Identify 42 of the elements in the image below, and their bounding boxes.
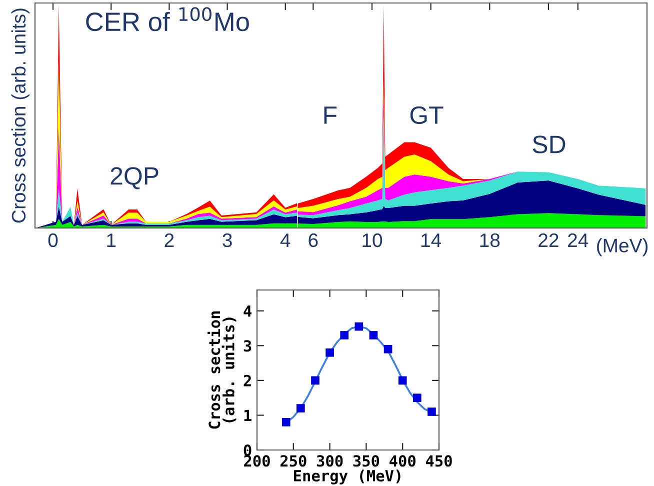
x-tick-label: 400 bbox=[390, 455, 416, 467]
x-tick-label: 250 bbox=[280, 455, 306, 467]
x-tick-label: 4 bbox=[280, 234, 290, 247]
point bbox=[354, 322, 364, 331]
chart-title: CER of $^{100}$Mo bbox=[86, 7, 249, 32]
point bbox=[326, 348, 334, 357]
point bbox=[398, 376, 407, 385]
x-tick-label: 22 bbox=[538, 233, 558, 247]
y-axis-title: Cross section (arb. units) bbox=[208, 311, 236, 429]
point bbox=[311, 376, 320, 385]
annotation: F bbox=[324, 106, 337, 124]
x-tick-label: 200 bbox=[244, 455, 270, 467]
y-tick-label: 4 bbox=[244, 306, 252, 317]
x-tick-label: 18 bbox=[480, 233, 500, 248]
annotation: GT bbox=[410, 106, 444, 124]
point bbox=[384, 344, 392, 354]
point bbox=[296, 404, 305, 412]
x-axis-title: Energy (MeV) bbox=[294, 470, 400, 484]
x-tick-label: 2 bbox=[164, 233, 174, 247]
x-tick-label: 3 bbox=[222, 233, 232, 248]
x-tick-label: 450 bbox=[426, 455, 452, 467]
x-tick-label: 350 bbox=[353, 455, 380, 467]
y-tick-label: 1 bbox=[244, 410, 252, 422]
y-tick-label: 3 bbox=[244, 340, 252, 352]
annotation: 2QP bbox=[110, 167, 158, 190]
y-tick-label: 2 bbox=[244, 374, 251, 386]
y-axis-title: Cross section (arb. units) bbox=[11, 8, 30, 223]
y-tick-label: 0 bbox=[244, 444, 252, 456]
x-axis-title: (MeV) bbox=[597, 238, 648, 256]
annotation: SD bbox=[532, 136, 566, 154]
point bbox=[412, 394, 422, 402]
x-tick-label: 300 bbox=[316, 455, 343, 467]
x-tick-label: 1 bbox=[107, 234, 116, 247]
point bbox=[428, 408, 436, 416]
x-tick-label: 24 bbox=[568, 233, 588, 247]
x-tick-label: 14 bbox=[421, 234, 442, 247]
x-tick-label: 6 bbox=[308, 233, 318, 248]
point bbox=[369, 331, 378, 340]
x-tick-label: 10 bbox=[362, 233, 382, 248]
point bbox=[340, 331, 349, 340]
x-tick-label: 0 bbox=[48, 233, 58, 248]
point bbox=[282, 418, 290, 426]
